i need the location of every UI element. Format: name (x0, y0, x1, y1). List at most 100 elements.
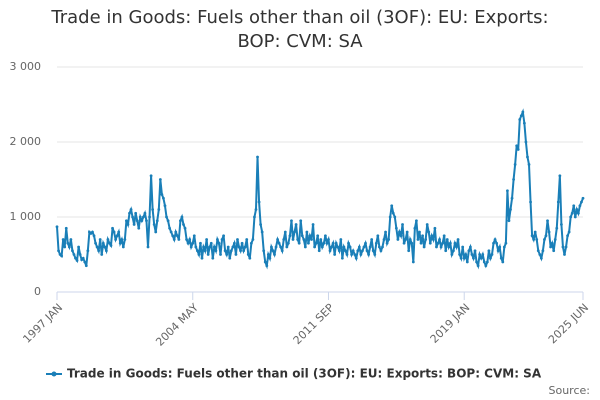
point (180, 215, 184, 219)
point (527, 163, 531, 166)
point (140, 219, 144, 223)
point (398, 230, 401, 234)
point (325, 241, 329, 245)
point (501, 260, 505, 264)
y-tick-label: 2 000 (10, 135, 42, 148)
point (442, 234, 446, 238)
point (152, 223, 156, 226)
point (251, 238, 255, 241)
point (232, 241, 236, 245)
point (231, 245, 235, 249)
point (506, 189, 509, 193)
point (415, 219, 418, 223)
x-tick-label: 1997 JAN (20, 301, 65, 346)
point (516, 148, 520, 151)
point (396, 238, 400, 241)
point (456, 238, 460, 241)
point (246, 253, 250, 256)
point (385, 241, 389, 245)
point (504, 241, 508, 245)
point (496, 249, 500, 253)
point (296, 238, 300, 241)
point (188, 238, 192, 241)
point (485, 260, 489, 264)
point (465, 260, 469, 264)
point (162, 196, 165, 200)
point (220, 238, 224, 241)
point (212, 245, 216, 249)
point (67, 245, 71, 249)
point (472, 256, 475, 260)
point (359, 253, 363, 256)
point (135, 219, 139, 223)
point (387, 238, 391, 241)
point (431, 238, 435, 241)
point (468, 245, 472, 249)
point (567, 230, 571, 234)
point (407, 249, 411, 253)
point (334, 241, 338, 245)
point (319, 238, 323, 241)
point (262, 249, 266, 253)
x-tick-label: 2004 MAY (153, 301, 201, 349)
point (447, 245, 451, 249)
point (192, 234, 196, 238)
point (98, 238, 102, 241)
point (529, 200, 532, 204)
point (206, 253, 210, 256)
point (143, 211, 147, 215)
point (280, 249, 284, 253)
point (323, 234, 327, 238)
point (322, 241, 326, 245)
point (391, 211, 395, 215)
point (248, 256, 252, 260)
point (242, 249, 246, 253)
source: Source: (549, 384, 591, 397)
point (257, 200, 261, 204)
point (373, 253, 377, 256)
point (563, 253, 566, 256)
point (345, 253, 349, 256)
point (333, 253, 337, 256)
point (270, 245, 273, 249)
point (276, 238, 279, 241)
point (379, 249, 383, 253)
point (226, 245, 230, 249)
point (77, 245, 80, 249)
point (141, 215, 145, 219)
point (410, 241, 414, 245)
point (353, 253, 357, 256)
point (354, 256, 358, 260)
point (536, 249, 540, 253)
x-tick-label: 2011 SEP (291, 301, 337, 347)
point (294, 223, 298, 226)
point (464, 253, 468, 256)
point (371, 249, 375, 253)
point (165, 215, 168, 219)
point (117, 230, 121, 234)
point (214, 249, 218, 253)
y-tick-label: 1 000 (10, 210, 42, 223)
point (476, 264, 480, 268)
point (266, 253, 270, 256)
point (475, 260, 478, 264)
point (282, 238, 286, 241)
point (330, 245, 333, 249)
point (256, 155, 259, 159)
point (286, 241, 290, 245)
point (253, 215, 256, 219)
point (84, 264, 88, 268)
point (327, 238, 330, 241)
point (263, 260, 267, 264)
point (481, 253, 485, 256)
point (342, 245, 346, 249)
point (390, 204, 394, 208)
point (265, 264, 269, 268)
point (513, 163, 517, 166)
point (203, 249, 207, 253)
point (489, 256, 492, 260)
point (435, 245, 438, 249)
legend-marker (51, 371, 57, 377)
point (344, 249, 347, 253)
point (131, 215, 134, 219)
